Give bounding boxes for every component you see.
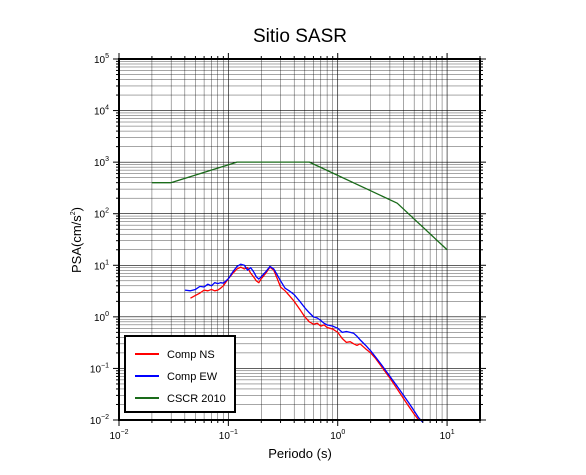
y-tick-label: 104 [94, 105, 109, 118]
x-tick-label: 100 [330, 429, 345, 442]
series-layer [151, 161, 448, 423]
x-tick-label: 10−1 [219, 429, 238, 442]
x-tick-labels: 10−2 10−1 100 101 [109, 429, 454, 442]
y-tick-labels: 10−2 10−1 100 101 102 103 104 105 [90, 53, 109, 427]
y-tick-label: 10−2 [90, 414, 109, 427]
y-tick-label: 100 [94, 311, 109, 324]
legend-items: Comp NS Comp EW CSCR 2010 [135, 349, 226, 405]
y-axis-label-base: PSA(cm/s [69, 215, 84, 273]
legend: Comp NS Comp EW CSCR 2010 [124, 335, 236, 413]
y-tick-label: 102 [94, 208, 109, 221]
chart-title: Sitio SASR [253, 26, 347, 47]
x-tick-label: 101 [440, 429, 455, 442]
legend-label: Comp NS [167, 349, 215, 361]
plot-frame [118, 58, 481, 421]
series-line-2 [151, 161, 448, 251]
y-tick-label: 103 [94, 156, 109, 169]
y-tick-label: 101 [94, 259, 109, 272]
legend-label: CSCR 2010 [167, 393, 226, 405]
legend-box [124, 335, 236, 413]
x-tick-label: 10−2 [109, 429, 128, 442]
legend-label: Comp EW [167, 371, 218, 383]
x-axis-label: Periodo (s) [268, 446, 332, 461]
series-line-1 [184, 263, 424, 423]
y-axis-label-exp: 2 [70, 211, 77, 215]
series-line-0 [190, 266, 420, 421]
y-axis-label: PSA(cm/s2) [69, 207, 84, 273]
tick-marks [113, 53, 486, 426]
y-tick-label: 10−1 [90, 362, 109, 375]
y-axis-label-close: ) [69, 207, 84, 211]
y-tick-label: 105 [94, 53, 109, 66]
